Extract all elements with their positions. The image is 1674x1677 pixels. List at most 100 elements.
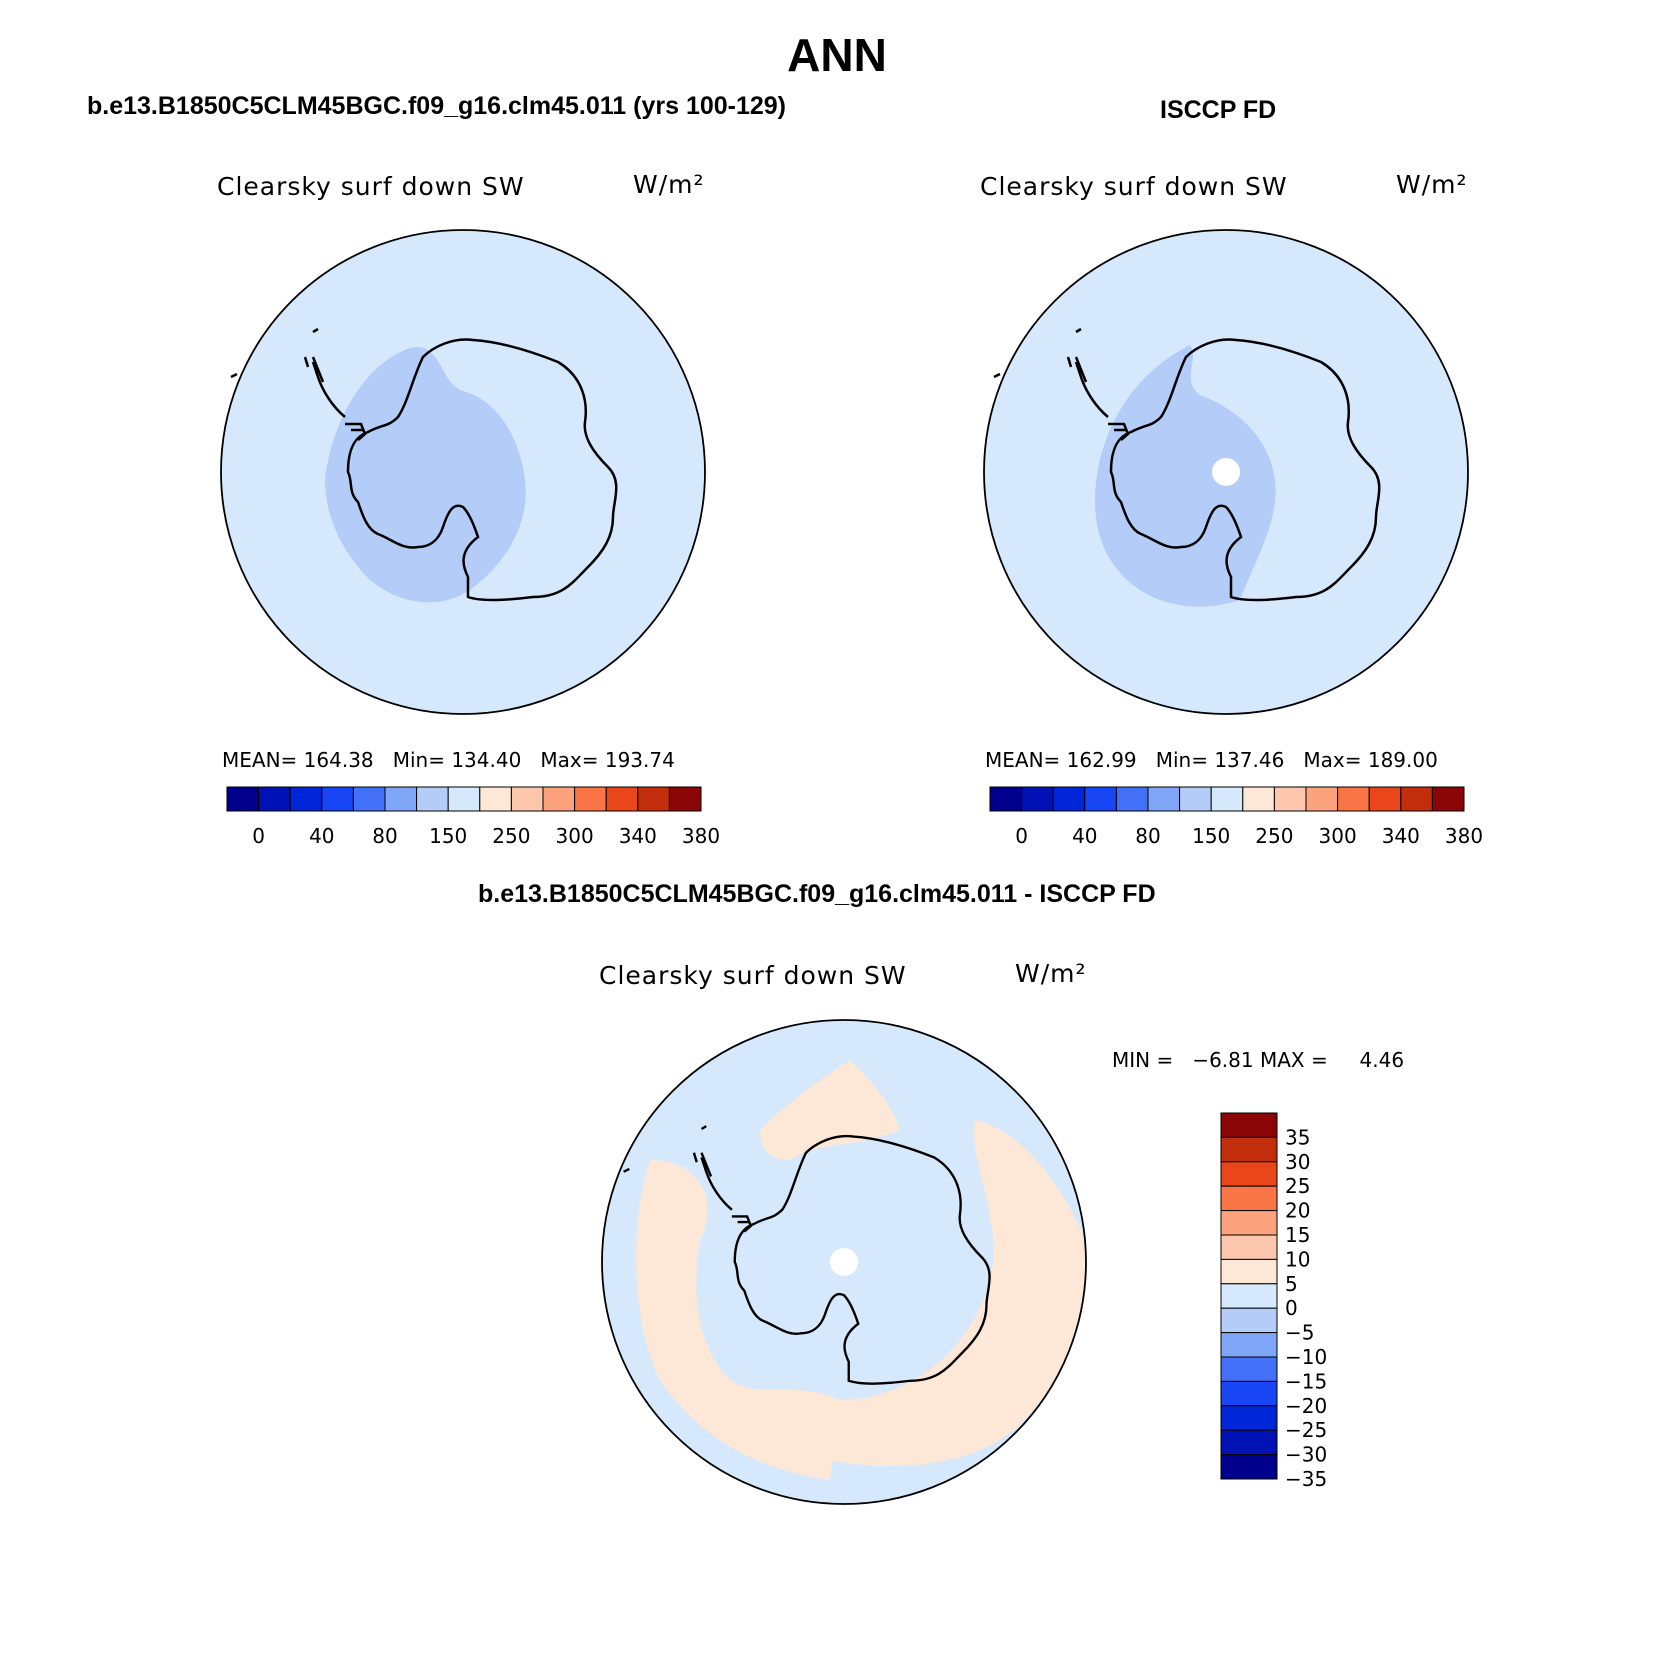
model-colorbar-label: 250 bbox=[492, 824, 530, 848]
diff-colorbar-label: 0 bbox=[1285, 1296, 1298, 1320]
diff-colorbar-box bbox=[1220, 1454, 1278, 1480]
model-units-label: W/m² bbox=[633, 170, 705, 199]
obs-colorbar-box bbox=[1400, 786, 1433, 812]
model-colorbar-box bbox=[289, 786, 323, 812]
diff-pole-hole bbox=[830, 1248, 858, 1276]
obs-units-label: W/m² bbox=[1396, 170, 1468, 199]
model-colorbar-box bbox=[384, 786, 418, 812]
diff-colorbar-label: −25 bbox=[1285, 1418, 1327, 1442]
obs-case-title: ISCCP FD bbox=[1160, 96, 1277, 124]
obs-colorbar-box bbox=[1273, 786, 1307, 812]
model-colorbar-box bbox=[258, 786, 291, 812]
diff-colorbar-box bbox=[1220, 1161, 1278, 1187]
diff-colorbar-label: 25 bbox=[1285, 1174, 1310, 1198]
obs-stats: MEAN= 162.99 Min= 137.46 Max= 189.00 bbox=[985, 748, 1438, 772]
diff-colorbar-box bbox=[1220, 1258, 1278, 1285]
model-max-value: 193.74 bbox=[604, 748, 675, 772]
obs-colorbar-label: 80 bbox=[1135, 824, 1160, 848]
obs-colorbar-box bbox=[1431, 786, 1465, 812]
diff-colorbar-label: −15 bbox=[1285, 1369, 1327, 1393]
obs-colorbar-label: 380 bbox=[1445, 824, 1483, 848]
diff-stats: MIN = −6.81 MAX = 4.46 bbox=[1112, 1048, 1405, 1072]
obs-max-value: 189.00 bbox=[1367, 748, 1438, 772]
diff-variable-label: Clearsky surf down SW bbox=[599, 961, 907, 990]
model-colorbar-box bbox=[352, 786, 386, 812]
model-mean-value: 164.38 bbox=[303, 748, 374, 772]
obs-colorbar: 0 40 80 150 250 300 340 380 bbox=[989, 786, 1483, 848]
obs-colorbar-box bbox=[1368, 786, 1402, 812]
diff-peach-region-west bbox=[636, 1160, 840, 1480]
diff-case-title: b.e13.B1850C5CLM45BGC.f09_g16.clm45.011 … bbox=[478, 880, 1156, 908]
model-colorbar-box bbox=[321, 786, 354, 812]
diff-colorbar-label: 15 bbox=[1285, 1223, 1310, 1247]
model-colorbar-box bbox=[637, 786, 670, 812]
diff-colorbar-label: 5 bbox=[1285, 1272, 1298, 1296]
obs-colorbar-box bbox=[1052, 786, 1086, 812]
model-polar-map bbox=[220, 229, 706, 715]
diff-colorbar-box bbox=[1220, 1112, 1278, 1138]
diff-min-value: −6.81 bbox=[1192, 1048, 1254, 1072]
diff-colorbar-box bbox=[1220, 1307, 1278, 1334]
model-min-value: 134.40 bbox=[451, 748, 522, 772]
obs-colorbar-box bbox=[1179, 786, 1212, 812]
obs-colorbar-box bbox=[989, 786, 1023, 812]
obs-colorbar-box bbox=[1210, 786, 1244, 812]
diff-map-border bbox=[601, 1019, 1087, 1505]
model-colorbar-box bbox=[542, 786, 576, 812]
obs-colorbar-box bbox=[1242, 786, 1275, 812]
diff-colorbar-label: 35 bbox=[1285, 1125, 1310, 1149]
model-colorbar-box bbox=[479, 786, 512, 812]
diff-units-label: W/m² bbox=[1015, 959, 1087, 988]
model-colorbar-label: 340 bbox=[619, 824, 657, 848]
obs-colorbar-box bbox=[1305, 786, 1339, 812]
model-colorbar-box bbox=[668, 786, 702, 812]
diff-colorbar-box bbox=[1220, 1332, 1278, 1358]
main-title: ANN bbox=[787, 29, 887, 81]
model-colorbar-label: 0 bbox=[252, 824, 265, 848]
diff-colorbar-label: −30 bbox=[1285, 1443, 1327, 1467]
obs-interior-region bbox=[1095, 345, 1276, 607]
obs-colorbar-box bbox=[1115, 786, 1149, 812]
model-colorbar-box bbox=[226, 786, 260, 812]
obs-colorbar-box bbox=[1084, 786, 1117, 812]
obs-colorbar-label: 250 bbox=[1255, 824, 1293, 848]
model-colorbar: 0 40 80 150 250 300 340 380 bbox=[226, 786, 720, 848]
obs-colorbar-box bbox=[1337, 786, 1370, 812]
obs-colorbar-label: 150 bbox=[1192, 824, 1230, 848]
diff-colorbar-box bbox=[1220, 1136, 1278, 1163]
diff-polar-map bbox=[601, 1019, 1087, 1505]
obs-pole-hole bbox=[1212, 458, 1240, 486]
obs-min-value: 137.46 bbox=[1214, 748, 1285, 772]
diff-colorbar-box bbox=[1220, 1283, 1278, 1309]
model-colorbar-box bbox=[574, 786, 607, 812]
diff-colorbar-box bbox=[1220, 1185, 1278, 1212]
model-colorbar-box bbox=[605, 786, 639, 812]
obs-map-border bbox=[983, 229, 1469, 715]
model-colorbar-box bbox=[416, 786, 449, 812]
diff-colorbar-label: −5 bbox=[1285, 1321, 1314, 1345]
diff-colorbar-box bbox=[1220, 1405, 1278, 1431]
model-colorbar-box bbox=[447, 786, 481, 812]
model-colorbar-label: 380 bbox=[682, 824, 720, 848]
diff-colorbar-box bbox=[1220, 1356, 1278, 1382]
diff-colorbar-label: 10 bbox=[1285, 1247, 1310, 1271]
obs-colorbar-box bbox=[1147, 786, 1181, 812]
obs-polar-map bbox=[983, 229, 1469, 715]
diff-colorbar-box bbox=[1220, 1210, 1278, 1236]
diff-colorbar-label: 30 bbox=[1285, 1150, 1310, 1174]
model-colorbar-label: 150 bbox=[429, 824, 467, 848]
diff-colorbar-box bbox=[1220, 1380, 1278, 1407]
diff-colorbar-label: −10 bbox=[1285, 1345, 1327, 1369]
obs-mean-value: 162.99 bbox=[1066, 748, 1137, 772]
diff-colorbar-box bbox=[1220, 1429, 1278, 1456]
diff-max-value: 4.46 bbox=[1359, 1048, 1405, 1072]
obs-variable-label: Clearsky surf down SW bbox=[980, 172, 1288, 201]
model-colorbar-box bbox=[510, 786, 544, 812]
model-colorbar-label: 80 bbox=[372, 824, 397, 848]
obs-colorbar-label: 340 bbox=[1382, 824, 1420, 848]
diff-peach-region-north bbox=[760, 1060, 900, 1160]
model-colorbar-label: 40 bbox=[309, 824, 334, 848]
diff-peach-region-east bbox=[830, 1120, 1086, 1466]
